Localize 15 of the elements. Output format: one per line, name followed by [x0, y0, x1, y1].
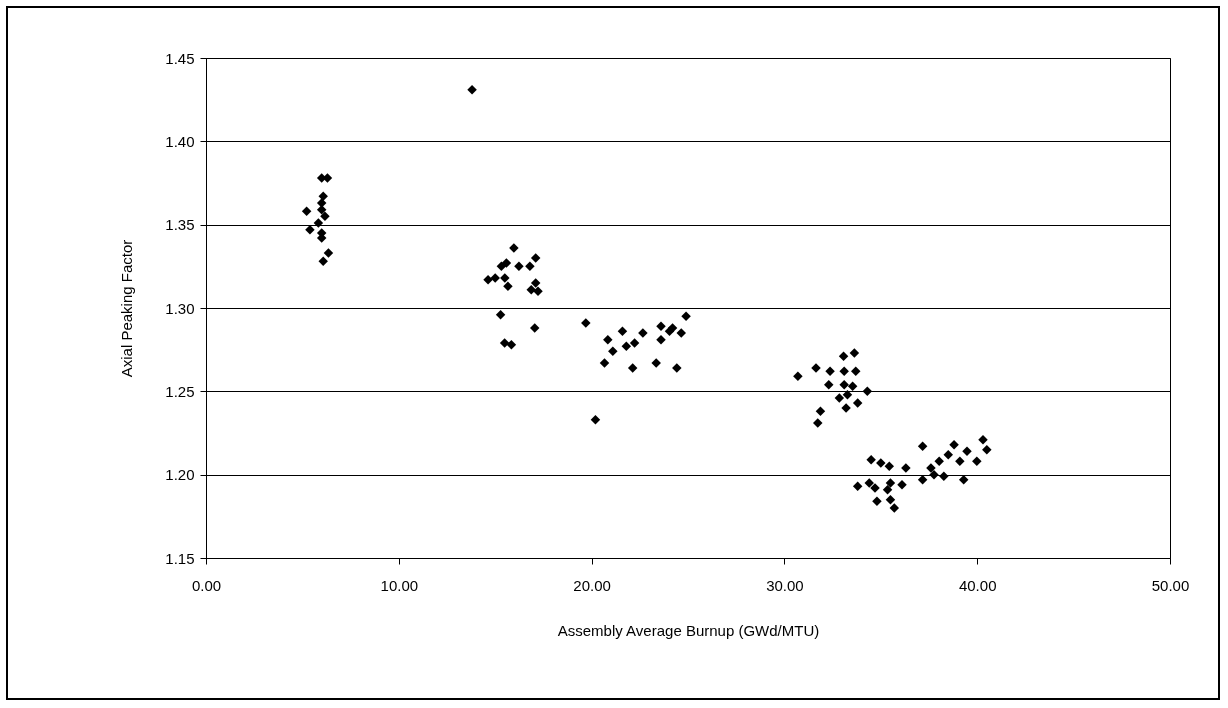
y-tick-label: 1.35 — [165, 216, 195, 234]
x-tick-label: 30.00 — [766, 576, 804, 594]
y-tick-label: 1.20 — [165, 466, 195, 484]
x-tick-label: 20.00 — [573, 576, 611, 594]
y-tick-label: 1.40 — [165, 132, 195, 150]
y-tick-label: 1.15 — [165, 549, 195, 567]
x-tick-label: 50.00 — [1151, 576, 1190, 594]
y-tick-label: 1.25 — [165, 382, 195, 400]
y-axis-title: Axial Peaking Factor — [118, 239, 136, 378]
x-tick-label: 40.00 — [958, 576, 997, 594]
y-tick-label: 1.30 — [165, 299, 195, 317]
y-tick-label: 1.45 — [165, 49, 195, 67]
x-tick-label: 10.00 — [380, 576, 419, 594]
x-tick-label: 0.00 — [191, 576, 222, 594]
x-axis-title: Assembly Average Burnup (GWd/MTU) — [557, 621, 820, 639]
